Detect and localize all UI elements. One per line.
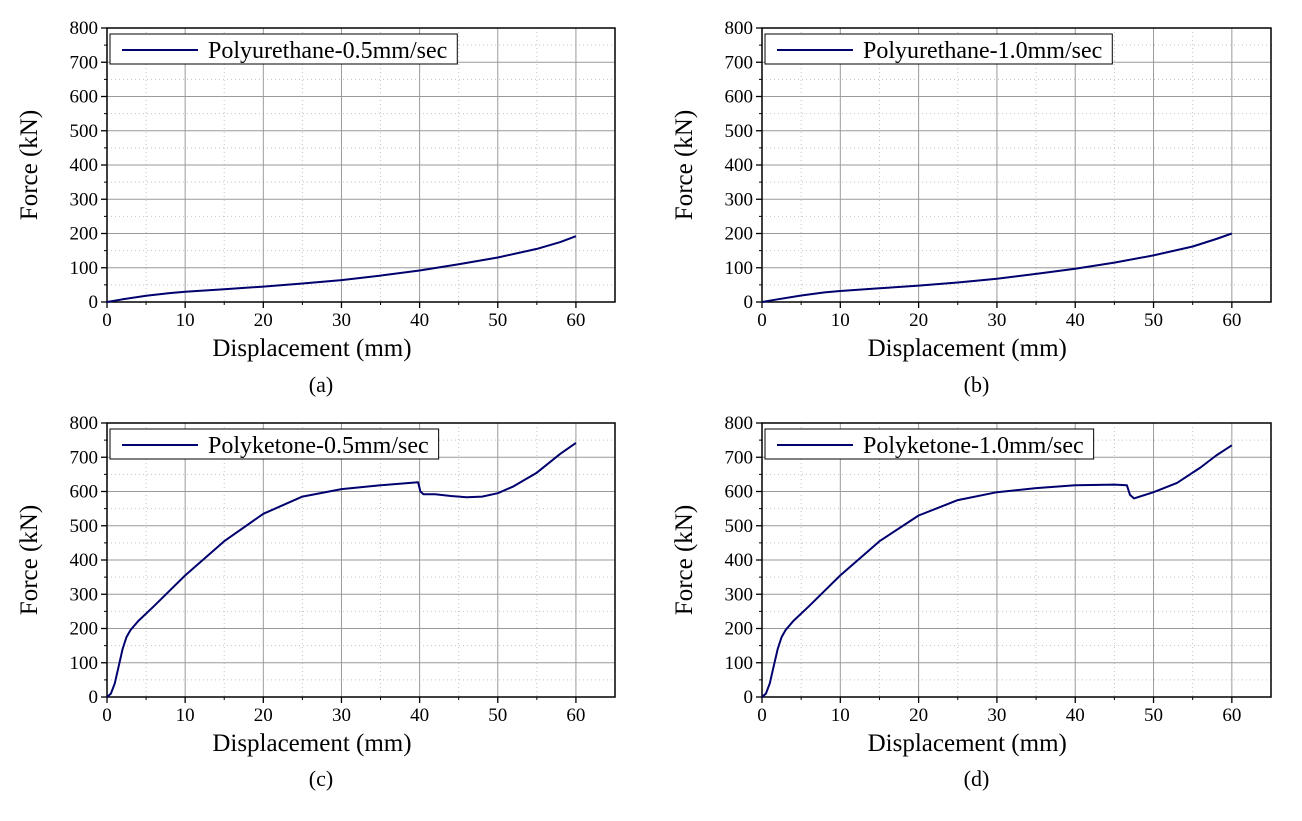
y-tick-label: 0 [89, 687, 99, 708]
y-tick-label: 600 [725, 87, 754, 108]
x-tick-label: 50 [488, 310, 507, 331]
y-tick-label: 400 [70, 550, 99, 571]
y-tick-label: 0 [744, 292, 754, 313]
x-axis-label: Displacement (mm) [212, 730, 411, 757]
y-tick-label: 100 [70, 653, 99, 674]
x-tick-label: 0 [757, 310, 767, 331]
y-tick-label: 700 [70, 447, 99, 468]
x-tick-label: 30 [987, 705, 1006, 726]
y-tick-label: 300 [70, 189, 99, 210]
x-tick-label: 0 [102, 705, 112, 726]
x-tick-label: 50 [1144, 310, 1163, 331]
x-tick-label: 20 [254, 310, 273, 331]
x-tick-label: 20 [254, 705, 273, 726]
y-tick-label: 400 [70, 155, 99, 176]
panel-caption: (c) [309, 766, 333, 791]
x-tick-label: 20 [909, 705, 928, 726]
series-line [761, 444, 1233, 698]
y-tick-label: 800 [70, 18, 99, 39]
x-tick-label: 50 [488, 705, 507, 726]
x-axis-label: Displacement (mm) [868, 335, 1067, 362]
x-axis-label: Displacement (mm) [212, 335, 411, 362]
x-tick-label: 60 [1222, 705, 1241, 726]
y-tick-label: 600 [70, 87, 99, 108]
x-tick-label: 40 [410, 705, 429, 726]
legend-label: Polyurethane-0.5mm/sec [208, 38, 447, 64]
x-tick-label: 10 [831, 310, 850, 331]
y-tick-label: 300 [725, 189, 754, 210]
y-tick-label: 100 [725, 258, 754, 279]
x-tick-label: 40 [1066, 705, 1085, 726]
y-tick-label: 500 [725, 121, 754, 142]
y-tick-label: 500 [70, 121, 99, 142]
panel-c: 0 100 200 300 400 500 600 700 800 0 10 20 30 40 50 60 Di… [16, 413, 616, 791]
y-tick-label: 800 [70, 413, 99, 434]
x-tick-label: 30 [987, 310, 1006, 331]
legend: Polyketone-1.0mm/sec [764, 428, 1095, 460]
y-tick-label: 600 [70, 482, 99, 503]
panel-caption: (d) [964, 766, 990, 791]
panel-caption: (a) [309, 372, 333, 397]
y-tick-label: 400 [725, 155, 754, 176]
legend-label: Polyketone-1.0mm/sec [863, 433, 1084, 459]
y-axis-label: Force (kN) [671, 505, 698, 615]
panel-caption: (b) [964, 372, 990, 397]
y-tick-label: 500 [725, 516, 754, 537]
x-tick-label: 60 [566, 705, 585, 726]
x-tick-label: 0 [102, 310, 112, 331]
x-tick-label: 50 [1144, 705, 1163, 726]
legend: Polyurethane-0.5mm/sec [109, 33, 458, 65]
legend: Polyketone-0.5mm/sec [109, 428, 440, 460]
y-tick-label: 700 [70, 52, 99, 73]
y-tick-label: 0 [744, 687, 754, 708]
panel-b: 0 100 200 300 400 500 600 700 800 0 10 20 30 40 50 60 Di… [671, 18, 1272, 397]
series-line [761, 232, 1233, 303]
panel-a: 0 100 200 300 400 500 600 700 800 0 10 20 30 40 50 60 Di… [16, 18, 616, 397]
y-axis-label: Force (kN) [671, 110, 698, 220]
y-tick-label: 700 [725, 447, 754, 468]
x-axis-label: Displacement (mm) [868, 730, 1067, 757]
panel-d: 0 100 200 300 400 500 600 700 800 0 10 20 30 40 50 60 Di… [671, 413, 1272, 791]
y-tick-label: 0 [89, 292, 99, 313]
y-tick-label: 700 [725, 52, 754, 73]
y-tick-label: 100 [725, 653, 754, 674]
series-line [106, 235, 577, 303]
y-tick-label: 200 [725, 224, 754, 245]
series-line [106, 442, 577, 698]
legend-label: Polyurethane-1.0mm/sec [863, 38, 1102, 64]
x-tick-label: 10 [176, 310, 195, 331]
x-tick-label: 60 [566, 310, 585, 331]
y-tick-label: 600 [725, 482, 754, 503]
y-tick-label: 400 [725, 550, 754, 571]
legend-label: Polyketone-0.5mm/sec [208, 433, 429, 459]
y-tick-label: 300 [70, 584, 99, 605]
y-tick-label: 800 [725, 413, 754, 434]
y-tick-label: 100 [70, 258, 99, 279]
x-tick-label: 30 [332, 310, 351, 331]
x-tick-label: 10 [831, 705, 850, 726]
y-axis-label: Force (kN) [16, 110, 43, 220]
y-tick-label: 200 [725, 619, 754, 640]
y-tick-label: 200 [70, 224, 99, 245]
x-tick-label: 10 [176, 705, 195, 726]
y-tick-label: 300 [725, 584, 754, 605]
x-tick-label: 40 [410, 310, 429, 331]
x-tick-label: 20 [909, 310, 928, 331]
x-tick-label: 30 [332, 705, 351, 726]
y-tick-label: 800 [725, 18, 754, 39]
y-tick-label: 500 [70, 516, 99, 537]
x-tick-label: 40 [1066, 310, 1085, 331]
x-tick-label: 60 [1222, 310, 1241, 331]
legend: Polyurethane-1.0mm/sec [764, 33, 1113, 65]
y-axis-label: Force (kN) [16, 505, 43, 615]
x-tick-label: 0 [757, 705, 767, 726]
y-tick-label: 200 [70, 619, 99, 640]
